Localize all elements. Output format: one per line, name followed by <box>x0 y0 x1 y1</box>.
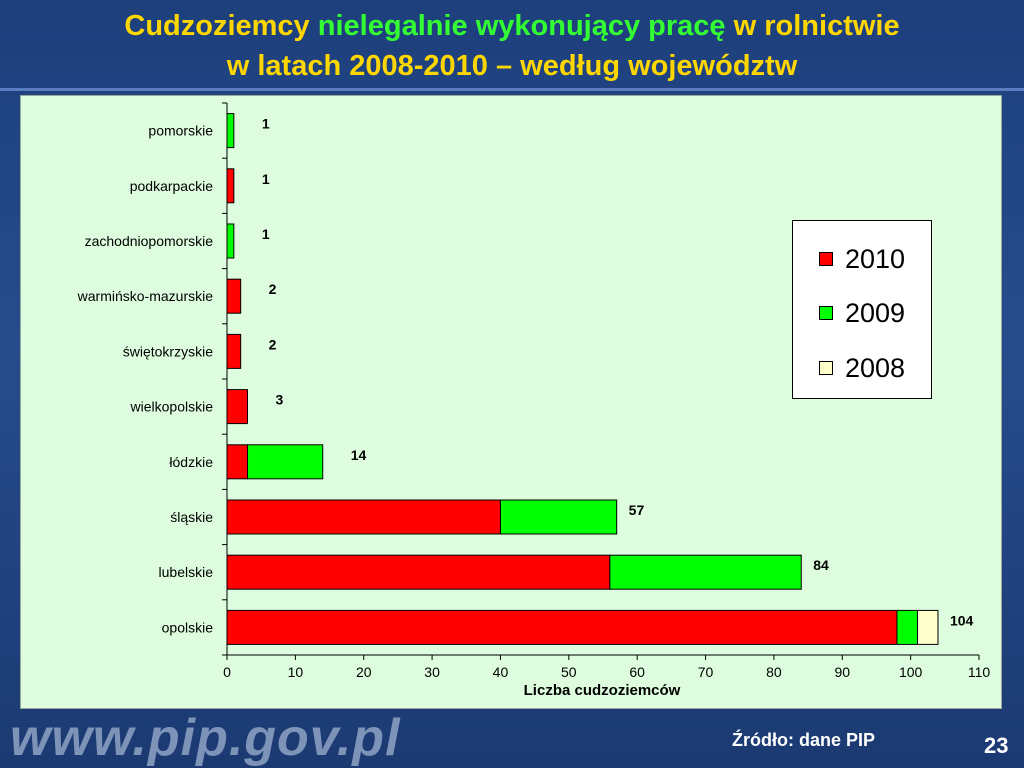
chart-legend: 2010 2009 2008 <box>792 220 932 399</box>
title-line-2: w latach 2008-2010 – według województw <box>226 50 798 82</box>
source-note: Źródło: dane PIP <box>732 730 876 750</box>
bar-segment-2009 <box>896 609 918 645</box>
category-label: łódzkie <box>169 454 213 470</box>
legend-item-2010: 2010 <box>819 239 905 279</box>
category-label: opolskie <box>162 619 214 635</box>
x-tick-label: 20 <box>356 664 372 680</box>
legend-swatch-2009 <box>819 306 833 320</box>
x-tick-label: 40 <box>493 664 509 680</box>
bar-segment-2009 <box>609 554 802 590</box>
data-label-total: 1 <box>262 226 270 242</box>
x-tick-label: 110 <box>968 664 991 680</box>
data-label-total: 14 <box>351 447 367 463</box>
x-axis-label: Liczba cudzoziemców <box>524 682 681 699</box>
bar-segment-2010 <box>226 444 249 480</box>
bar-segment-2010 <box>226 609 898 645</box>
data-label-total: 104 <box>950 612 974 628</box>
category-label: świętokrzyskie <box>123 343 213 359</box>
bar-segment-2010 <box>226 554 611 590</box>
website-url: www.pip.gov.pl <box>10 709 401 767</box>
page-number: 23 <box>984 733 1009 758</box>
data-label-total: 57 <box>629 502 645 518</box>
x-tick-label: 0 <box>223 664 231 680</box>
x-tick-label: 70 <box>698 664 714 680</box>
category-label: warmińsko-mazurskie <box>77 288 214 304</box>
data-label-total: 84 <box>813 557 829 573</box>
bar-segment-2008 <box>916 609 939 645</box>
x-tick-label: 30 <box>424 664 440 680</box>
x-tick-label: 100 <box>899 664 923 680</box>
x-tick-label: 10 <box>288 664 304 680</box>
data-label-total: 1 <box>262 171 270 187</box>
bar-segment-2009 <box>226 223 235 259</box>
data-label-total: 2 <box>269 336 277 352</box>
bar-segment-2010 <box>226 499 501 535</box>
category-label: śląskie <box>170 509 213 525</box>
data-label-total: 3 <box>276 392 284 408</box>
data-label-total: 2 <box>269 281 277 297</box>
category-label: podkarpackie <box>130 178 213 194</box>
title-part-1: Cudzoziemcy <box>124 10 310 42</box>
legend-swatch-2008 <box>819 361 833 375</box>
bar-segment-2010 <box>226 278 242 314</box>
title-part-3: w rolnictwie <box>733 10 900 42</box>
category-label: pomorskie <box>148 123 213 139</box>
legend-label-2008: 2008 <box>845 352 906 383</box>
bar-segment-2010 <box>226 168 235 204</box>
bar-segment-2009 <box>247 444 324 480</box>
category-label: wielkopolskie <box>130 399 214 415</box>
legend-item-2009: 2009 <box>819 293 905 333</box>
x-tick-label: 60 <box>629 664 645 680</box>
bar-segment-2010 <box>226 389 249 425</box>
slide-title: Cudzoziemcy nielegalnie wykonujący pracę… <box>0 6 1024 86</box>
x-tick-label: 90 <box>834 664 850 680</box>
data-label-total: 1 <box>262 116 270 132</box>
legend-label-2010: 2010 <box>845 243 906 274</box>
title-divider <box>0 88 1024 91</box>
title-part-2: nielegalnie wykonujący pracę <box>317 10 726 42</box>
bar-segment-2010 <box>226 333 242 369</box>
category-label: zachodniopomorskie <box>85 233 214 249</box>
bar-segment-2009 <box>226 113 235 149</box>
bar-segment-2009 <box>499 499 618 535</box>
x-tick-label: 80 <box>766 664 782 680</box>
category-label: lubelskie <box>159 564 214 580</box>
chart-panel <box>20 95 1002 709</box>
x-tick-label: 50 <box>561 664 577 680</box>
legend-label-2009: 2009 <box>845 297 906 328</box>
title-line-1: Cudzoziemcy nielegalnie wykonujący pracę… <box>0 6 1024 46</box>
legend-item-2008: 2008 <box>819 348 905 388</box>
legend-swatch-2010 <box>819 252 833 266</box>
